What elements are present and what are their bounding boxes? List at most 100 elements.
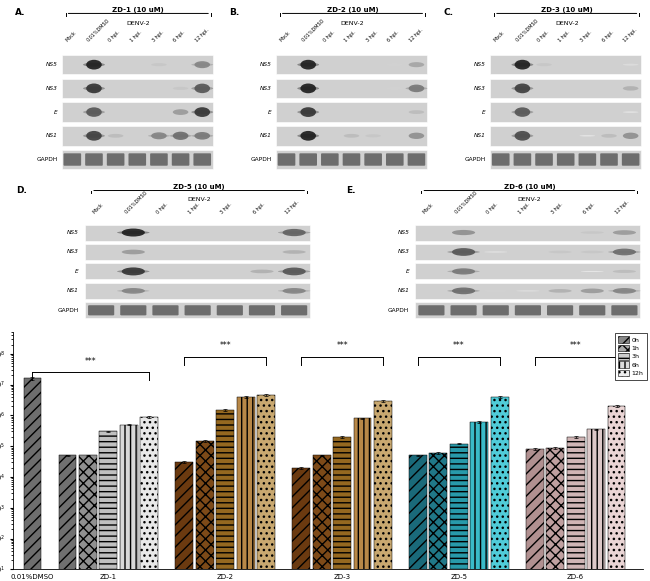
Ellipse shape <box>409 132 424 139</box>
Bar <box>276 102 427 122</box>
Bar <box>62 150 213 169</box>
Text: C.: C. <box>443 8 454 17</box>
Text: E.: E. <box>346 187 356 195</box>
Ellipse shape <box>194 132 210 139</box>
Ellipse shape <box>536 63 552 66</box>
Ellipse shape <box>613 230 636 235</box>
FancyBboxPatch shape <box>300 153 317 166</box>
Text: 1 hpi.: 1 hpi. <box>129 30 142 43</box>
Ellipse shape <box>191 134 213 137</box>
Bar <box>333 437 351 581</box>
Ellipse shape <box>151 63 167 66</box>
Text: Mock: Mock <box>279 31 291 43</box>
Text: 3 hpi.: 3 hpi. <box>550 202 564 215</box>
Ellipse shape <box>300 107 316 117</box>
Ellipse shape <box>86 131 102 141</box>
Text: ZD-1 (10 uM): ZD-1 (10 uM) <box>112 6 164 13</box>
Text: NS1: NS1 <box>260 133 272 138</box>
Bar <box>354 418 371 581</box>
Ellipse shape <box>515 131 530 141</box>
Ellipse shape <box>283 267 306 275</box>
Text: NS3: NS3 <box>397 249 410 254</box>
Ellipse shape <box>452 288 475 294</box>
Ellipse shape <box>83 110 105 114</box>
Text: 3 hpi.: 3 hpi. <box>365 30 378 43</box>
Text: E: E <box>54 110 57 114</box>
FancyBboxPatch shape <box>281 305 307 315</box>
FancyBboxPatch shape <box>492 153 510 166</box>
Ellipse shape <box>83 87 105 90</box>
Text: 0.01%DMSO: 0.01%DMSO <box>515 18 540 43</box>
Bar <box>587 429 605 581</box>
Text: B.: B. <box>229 8 239 17</box>
Bar <box>415 224 640 241</box>
FancyBboxPatch shape <box>450 305 476 315</box>
Text: ***: *** <box>336 342 348 350</box>
Text: 6 hpi.: 6 hpi. <box>601 30 614 43</box>
FancyBboxPatch shape <box>483 305 509 315</box>
FancyBboxPatch shape <box>172 153 189 166</box>
Bar <box>490 150 642 169</box>
Text: 3 hpi.: 3 hpi. <box>220 202 233 215</box>
Ellipse shape <box>365 134 381 137</box>
Ellipse shape <box>549 250 571 253</box>
Ellipse shape <box>623 132 638 139</box>
FancyBboxPatch shape <box>365 153 382 166</box>
Ellipse shape <box>452 230 475 235</box>
FancyBboxPatch shape <box>343 153 360 166</box>
FancyBboxPatch shape <box>622 153 640 166</box>
Text: 1 hpi.: 1 hpi. <box>188 202 201 215</box>
Ellipse shape <box>580 271 604 272</box>
Ellipse shape <box>447 250 480 253</box>
Ellipse shape <box>623 64 638 66</box>
Bar <box>237 397 255 581</box>
Ellipse shape <box>300 84 316 93</box>
Ellipse shape <box>194 61 210 68</box>
FancyBboxPatch shape <box>579 305 605 315</box>
Bar <box>140 417 158 581</box>
Bar <box>415 263 640 279</box>
Bar <box>58 456 77 581</box>
Ellipse shape <box>297 87 319 90</box>
Ellipse shape <box>608 290 641 292</box>
Bar <box>62 126 213 146</box>
Ellipse shape <box>623 112 638 113</box>
Ellipse shape <box>516 290 540 292</box>
Ellipse shape <box>515 84 530 93</box>
FancyBboxPatch shape <box>216 305 243 315</box>
Ellipse shape <box>549 289 571 293</box>
Legend: 0h, 1h, 3h, 6h, 12h: 0h, 1h, 3h, 6h, 12h <box>615 333 647 379</box>
Ellipse shape <box>83 134 105 138</box>
Text: GAPDH: GAPDH <box>250 157 272 162</box>
Bar <box>292 468 310 581</box>
Ellipse shape <box>191 87 213 90</box>
Text: ZD-6 (10 uM): ZD-6 (10 uM) <box>504 184 555 190</box>
Text: E: E <box>482 110 486 114</box>
Text: 6 hpi.: 6 hpi. <box>252 202 265 215</box>
Ellipse shape <box>580 135 595 137</box>
Bar <box>216 410 234 581</box>
Ellipse shape <box>86 84 102 93</box>
FancyBboxPatch shape <box>278 153 295 166</box>
Text: GAPDH: GAPDH <box>36 157 57 162</box>
Text: NS1: NS1 <box>67 288 79 293</box>
FancyBboxPatch shape <box>600 153 618 166</box>
Text: ZD-3 (10 uM): ZD-3 (10 uM) <box>541 6 593 13</box>
Text: NS5: NS5 <box>46 62 57 67</box>
Text: A.: A. <box>15 8 25 17</box>
Text: 0 hpi.: 0 hpi. <box>486 202 499 215</box>
FancyBboxPatch shape <box>120 305 146 315</box>
Bar <box>490 102 642 122</box>
Text: 12 hpi.: 12 hpi. <box>614 199 630 215</box>
Text: ***: *** <box>453 342 465 350</box>
Bar <box>85 244 310 260</box>
Bar <box>176 462 193 581</box>
FancyBboxPatch shape <box>152 305 179 315</box>
Bar <box>99 432 118 581</box>
Ellipse shape <box>447 289 480 292</box>
Text: ***: *** <box>570 342 582 350</box>
Ellipse shape <box>601 134 617 138</box>
Ellipse shape <box>580 231 604 234</box>
Text: 0 hpi.: 0 hpi. <box>155 202 169 215</box>
Bar <box>450 444 468 581</box>
